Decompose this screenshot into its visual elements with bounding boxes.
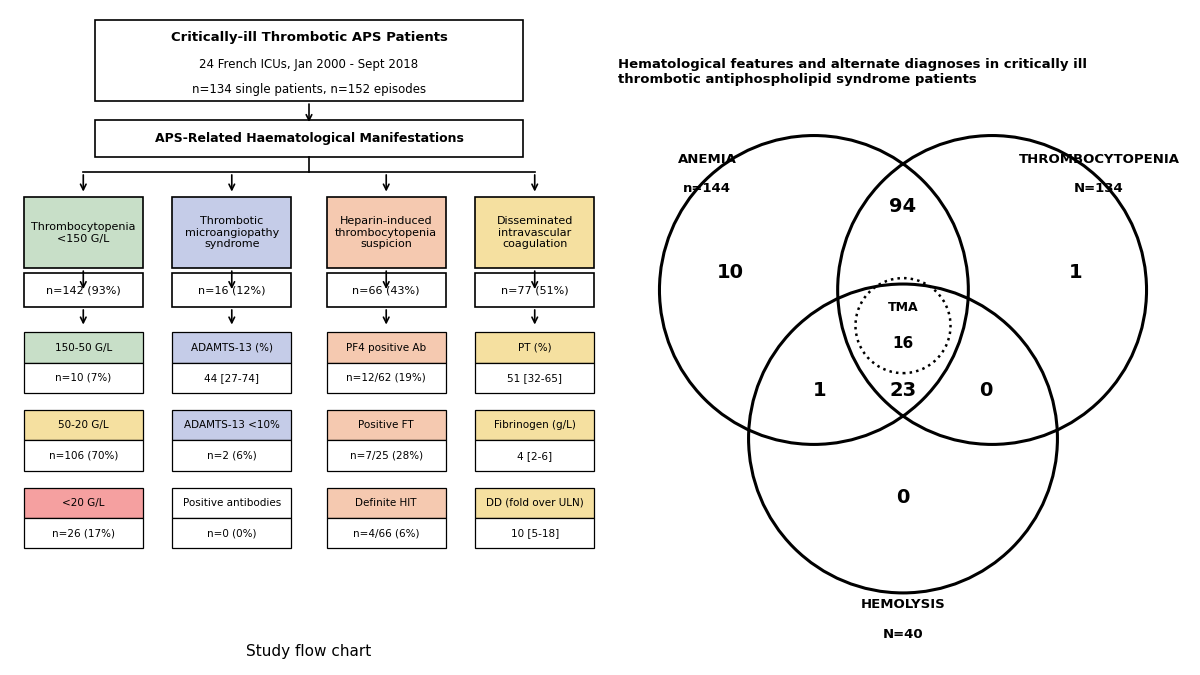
Text: 51 [32-65]: 51 [32-65]: [508, 373, 563, 383]
Text: 4 [2-6]: 4 [2-6]: [517, 451, 552, 460]
Text: HEMOLYSIS: HEMOLYSIS: [860, 598, 946, 612]
Text: 0: 0: [896, 489, 910, 508]
FancyBboxPatch shape: [475, 518, 594, 548]
FancyBboxPatch shape: [326, 410, 445, 441]
FancyBboxPatch shape: [475, 410, 594, 441]
FancyBboxPatch shape: [326, 487, 445, 518]
Text: n=10 (7%): n=10 (7%): [55, 373, 112, 383]
Text: 24 French ICUs, Jan 2000 - Sept 2018: 24 French ICUs, Jan 2000 - Sept 2018: [199, 57, 419, 71]
Text: Heparin-induced
thrombocytopenia
suspicion: Heparin-induced thrombocytopenia suspici…: [335, 216, 437, 250]
Text: TMA: TMA: [888, 301, 918, 315]
Text: APS-Related Haematological Manifestations: APS-Related Haematological Manifestation…: [155, 132, 463, 145]
FancyBboxPatch shape: [24, 363, 143, 393]
Text: Definite HIT: Definite HIT: [355, 498, 416, 508]
FancyBboxPatch shape: [24, 410, 143, 441]
Text: n=4/66 (6%): n=4/66 (6%): [353, 529, 420, 538]
FancyBboxPatch shape: [326, 518, 445, 548]
Text: Positive FT: Positive FT: [359, 421, 414, 430]
Text: 16: 16: [893, 336, 913, 351]
FancyBboxPatch shape: [173, 518, 292, 548]
FancyBboxPatch shape: [173, 197, 292, 269]
FancyBboxPatch shape: [173, 363, 292, 393]
Text: n=2 (6%): n=2 (6%): [206, 451, 257, 460]
Text: n=0 (0%): n=0 (0%): [208, 529, 257, 538]
FancyBboxPatch shape: [24, 518, 143, 548]
Text: 10 [5-18]: 10 [5-18]: [510, 529, 559, 538]
FancyBboxPatch shape: [475, 487, 594, 518]
Text: 94: 94: [889, 197, 917, 216]
FancyBboxPatch shape: [475, 333, 594, 363]
FancyBboxPatch shape: [173, 441, 292, 471]
Text: 150-50 G/L: 150-50 G/L: [55, 343, 112, 352]
FancyBboxPatch shape: [95, 120, 523, 157]
Text: n=144: n=144: [683, 182, 731, 196]
Text: Thrombocytopenia
<150 G/L: Thrombocytopenia <150 G/L: [31, 222, 136, 244]
Text: DD (fold over ULN): DD (fold over ULN): [486, 498, 583, 508]
Text: Fibrinogen (g/L): Fibrinogen (g/L): [493, 421, 576, 430]
Text: N=134: N=134: [1074, 182, 1124, 196]
FancyBboxPatch shape: [475, 441, 594, 471]
FancyBboxPatch shape: [475, 363, 594, 393]
FancyBboxPatch shape: [326, 197, 445, 269]
FancyBboxPatch shape: [173, 333, 292, 363]
Text: N=40: N=40: [883, 628, 923, 641]
FancyBboxPatch shape: [173, 487, 292, 518]
Text: n=16 (12%): n=16 (12%): [198, 286, 265, 295]
Text: <20 G/L: <20 G/L: [62, 498, 104, 508]
FancyBboxPatch shape: [173, 410, 292, 441]
FancyBboxPatch shape: [24, 441, 143, 471]
FancyBboxPatch shape: [326, 363, 445, 393]
FancyBboxPatch shape: [95, 20, 523, 101]
Text: PF4 positive Ab: PF4 positive Ab: [346, 343, 426, 352]
Text: THROMBOCYTOPENIA: THROMBOCYTOPENIA: [1019, 153, 1180, 166]
Text: 1: 1: [814, 381, 827, 400]
Text: n=26 (17%): n=26 (17%): [52, 529, 115, 538]
FancyBboxPatch shape: [475, 273, 594, 307]
FancyBboxPatch shape: [24, 197, 143, 269]
Text: n=12/62 (19%): n=12/62 (19%): [347, 373, 426, 383]
FancyBboxPatch shape: [24, 333, 143, 363]
Text: n=134 single patients, n=152 episodes: n=134 single patients, n=152 episodes: [192, 82, 426, 96]
FancyBboxPatch shape: [475, 197, 594, 269]
Text: 1: 1: [1068, 263, 1082, 281]
Text: ADAMTS-13 <10%: ADAMTS-13 <10%: [184, 421, 280, 430]
Text: Study flow chart: Study flow chart: [246, 644, 372, 659]
Text: 0: 0: [979, 381, 992, 400]
Text: 50-20 G/L: 50-20 G/L: [58, 421, 108, 430]
FancyBboxPatch shape: [173, 273, 292, 307]
Text: 44 [27-74]: 44 [27-74]: [204, 373, 259, 383]
Text: n=106 (70%): n=106 (70%): [48, 451, 118, 460]
FancyBboxPatch shape: [326, 441, 445, 471]
Text: PT (%): PT (%): [518, 343, 552, 352]
Text: n=77 (51%): n=77 (51%): [500, 286, 569, 295]
Text: ADAMTS-13 (%): ADAMTS-13 (%): [191, 343, 272, 352]
FancyBboxPatch shape: [24, 273, 143, 307]
Text: Positive antibodies: Positive antibodies: [182, 498, 281, 508]
Text: n=7/25 (28%): n=7/25 (28%): [349, 451, 422, 460]
Text: Disseminated
intravascular
coagulation: Disseminated intravascular coagulation: [497, 216, 572, 250]
FancyBboxPatch shape: [24, 487, 143, 518]
Text: 23: 23: [889, 381, 917, 400]
Text: n=66 (43%): n=66 (43%): [353, 286, 420, 295]
Text: Critically-ill Thrombotic APS Patients: Critically-ill Thrombotic APS Patients: [170, 30, 448, 44]
Text: ANEMIA: ANEMIA: [678, 153, 737, 166]
Text: n=142 (93%): n=142 (93%): [46, 286, 121, 295]
FancyBboxPatch shape: [326, 333, 445, 363]
FancyBboxPatch shape: [326, 273, 445, 307]
Text: Hematological features and alternate diagnoses in critically ill
thrombotic anti: Hematological features and alternate dia…: [618, 58, 1087, 86]
Text: Thrombotic
microangiopathy
syndrome: Thrombotic microangiopathy syndrome: [185, 216, 278, 250]
Text: 10: 10: [718, 263, 744, 281]
